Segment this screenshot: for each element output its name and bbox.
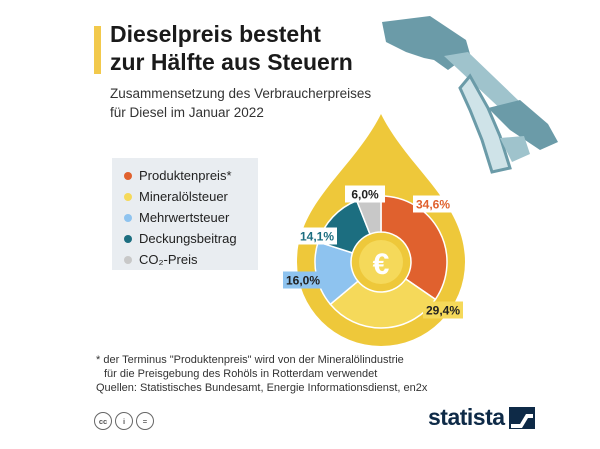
footnote-line-2: für die Preisgebung des Rohöls in Rotter…	[104, 368, 378, 380]
title-line-1: Dieselpreis besteht	[110, 21, 321, 47]
legend-item-mehrwertsteuer: Mehrwertsteuer	[124, 207, 258, 228]
slice-label-bg-0	[413, 195, 453, 213]
slice-label-1: 29,4%	[426, 304, 460, 318]
footnote: * der Terminus "Produktenpreis" wird von…	[96, 353, 427, 395]
slice-label-0: 34,6%	[416, 198, 450, 212]
slice-label-bg-1	[423, 301, 463, 319]
no-derivatives-icon[interactable]: =	[136, 412, 154, 430]
legend-dot	[124, 192, 132, 201]
slice-label-3: 14,1%	[300, 230, 334, 244]
page-title: Dieselpreis besteht zur Hälfte aus Steue…	[110, 20, 410, 76]
fuel-nozzle-icon	[382, 16, 558, 174]
slice-label-bg-2	[283, 271, 323, 289]
statista-logo[interactable]: statista	[428, 404, 535, 431]
legend-item-produktenpreis: Produktenpreis*	[124, 165, 258, 186]
legend-dot	[124, 213, 132, 222]
statista-mark-icon	[508, 406, 535, 429]
subtitle-line-1: Zusammensetzung des Verbraucherpreises	[110, 86, 372, 101]
legend-label: CO₂-Preis	[139, 252, 198, 267]
slice-label-bg-3	[297, 227, 337, 245]
sources: Quellen: Statistisches Bundesamt, Energi…	[96, 382, 428, 394]
slice-labels: 34,6% 29,4% 16,0% 14,1% 6,0%	[283, 185, 463, 319]
title-accent-bar	[94, 26, 101, 74]
euro-icon: €	[359, 240, 403, 284]
euro-symbol: €	[373, 248, 390, 281]
legend-item-deckungsbeitrag: Deckungsbeitrag	[124, 228, 258, 249]
slice-label-2: 16,0%	[286, 274, 320, 288]
license-icons: cc i =	[94, 412, 154, 430]
legend-label: Mehrwertsteuer	[139, 210, 230, 225]
legend-dot	[124, 171, 132, 180]
brand-wordmark: statista	[428, 404, 505, 430]
pie-slice-1[interactable]	[329, 277, 437, 329]
footnote-line-1: * der Terminus "Produktenpreis" wird von…	[96, 354, 404, 366]
cc-icon[interactable]: cc	[94, 412, 112, 430]
legend: Produktenpreis* Mineralölsteuer Mehrwert…	[112, 158, 258, 270]
legend-dot	[124, 234, 132, 243]
legend-label: Produktenpreis*	[139, 168, 232, 183]
legend-label: Mineralölsteuer	[139, 189, 228, 204]
legend-item-mineraloelsteuer: Mineralölsteuer	[124, 186, 258, 207]
slice-label-4: 6,0%	[351, 188, 379, 202]
legend-dot	[124, 255, 132, 264]
legend-label: Deckungsbeitrag	[139, 231, 237, 246]
slice-label-bg-4	[345, 185, 385, 203]
subtitle: Zusammensetzung des Verbraucherpreises f…	[110, 84, 371, 122]
legend-item-co2-preis: CO₂-Preis	[124, 249, 258, 270]
attribution-icon[interactable]: i	[115, 412, 133, 430]
title-line-2: zur Hälfte aus Steuern	[110, 49, 353, 75]
subtitle-line-2: für Diesel im Januar 2022	[110, 105, 264, 120]
